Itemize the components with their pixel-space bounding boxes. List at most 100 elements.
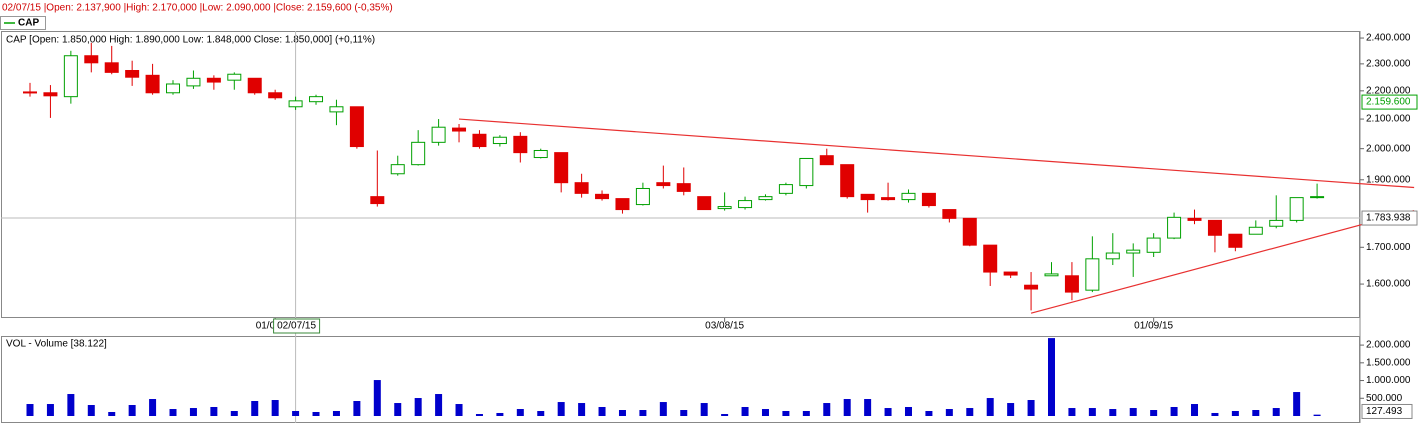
x-tick-label: 03/08/15 bbox=[705, 321, 744, 332]
candle-body bbox=[697, 196, 712, 211]
volume-bar bbox=[721, 414, 729, 416]
volume-bar bbox=[87, 405, 95, 416]
volume-bar bbox=[1150, 410, 1158, 416]
trend-line bbox=[1030, 210, 1415, 314]
candle-body bbox=[799, 157, 814, 187]
y-tick-label: 1.500.000 bbox=[1366, 357, 1411, 368]
price-panel bbox=[1, 31, 1360, 318]
price-title: CAP [Open: 1.850,000 High: 1.890,000 Low… bbox=[6, 35, 375, 46]
volume-bar bbox=[557, 402, 565, 416]
volume-bar bbox=[802, 411, 810, 416]
volume-bar bbox=[292, 411, 300, 416]
candle-body bbox=[635, 187, 650, 206]
volume-title: VOL - Volume [38.122] bbox=[6, 339, 107, 350]
candle-body bbox=[1269, 219, 1284, 227]
volume-bar bbox=[904, 406, 912, 416]
volume-bar bbox=[1191, 404, 1199, 416]
y-tick-label: 500.000 bbox=[1366, 393, 1403, 404]
candle-body bbox=[1024, 284, 1039, 290]
candle-body bbox=[186, 77, 201, 87]
volume-bar bbox=[578, 403, 586, 416]
candle-body bbox=[554, 152, 569, 184]
volume-bar bbox=[1129, 408, 1137, 416]
volume-bar bbox=[618, 410, 626, 416]
volume-bar bbox=[761, 409, 769, 416]
candle-body bbox=[247, 77, 262, 94]
y-tick-label: 2.400.000 bbox=[1366, 33, 1411, 44]
candle-body bbox=[881, 197, 896, 201]
volume-bar bbox=[414, 398, 422, 416]
volume-bar bbox=[128, 405, 136, 416]
volume-bar bbox=[659, 402, 667, 416]
candle-body bbox=[492, 136, 507, 145]
candle-body bbox=[962, 217, 977, 246]
candle-body bbox=[1003, 271, 1018, 276]
volume-bar bbox=[1170, 406, 1178, 416]
candle-body bbox=[513, 135, 528, 154]
volume-bar bbox=[1109, 409, 1117, 416]
volume-bar bbox=[925, 411, 933, 416]
volume-bar bbox=[516, 409, 524, 416]
volume-bar bbox=[67, 394, 75, 416]
candle-body bbox=[778, 184, 793, 194]
y-tick-label: 2.000.000 bbox=[1366, 340, 1411, 351]
volume-bar bbox=[1231, 411, 1239, 416]
candle-body bbox=[860, 193, 875, 201]
volume-bar bbox=[864, 399, 872, 416]
legend-label: CAP bbox=[18, 18, 39, 29]
volume-bar bbox=[884, 408, 892, 416]
volume-bar bbox=[1088, 408, 1096, 416]
volume-bar bbox=[496, 412, 504, 416]
candle-body bbox=[472, 133, 487, 148]
volume-bar bbox=[332, 411, 340, 416]
volume-bar bbox=[1027, 400, 1035, 416]
volume-bar bbox=[394, 403, 402, 416]
candle-body bbox=[738, 200, 753, 209]
volume-bar bbox=[475, 414, 483, 416]
candle-body bbox=[349, 106, 364, 148]
volume-bar bbox=[843, 399, 851, 416]
candle-body bbox=[656, 182, 671, 187]
candle-body bbox=[227, 73, 242, 81]
volume-bar bbox=[823, 403, 831, 416]
volume-bar bbox=[1272, 408, 1280, 416]
volume-bar bbox=[46, 404, 54, 416]
crosshair-price-tag bbox=[1361, 210, 1418, 226]
trend-line bbox=[458, 118, 1415, 189]
last-price-label: 2.159.600 bbox=[1366, 97, 1411, 108]
y-tick-label: 2.000.000 bbox=[1366, 143, 1411, 154]
crosshair-date-label: 02/07/15 bbox=[277, 321, 316, 332]
volume-bar bbox=[455, 404, 463, 416]
candle-body bbox=[288, 100, 303, 108]
candle-body bbox=[1187, 217, 1202, 221]
volume-bar bbox=[108, 411, 116, 416]
candle-body bbox=[901, 192, 916, 201]
crosshair-date-tag bbox=[273, 318, 321, 334]
volume-bar bbox=[149, 399, 157, 416]
candle-body bbox=[411, 141, 426, 166]
candle-body bbox=[1085, 258, 1100, 291]
volume-bar bbox=[700, 403, 708, 416]
candle-body bbox=[1310, 196, 1325, 199]
candle-body bbox=[1126, 249, 1141, 254]
candle-body bbox=[104, 62, 119, 73]
candle-body bbox=[595, 193, 610, 200]
candle-body bbox=[206, 77, 221, 83]
y-tick-label: 2.200.000 bbox=[1366, 85, 1411, 96]
candle-body bbox=[125, 69, 140, 78]
candle-body bbox=[983, 244, 998, 273]
candle-body bbox=[1207, 219, 1222, 236]
candle-body bbox=[942, 209, 957, 219]
candle-body bbox=[43, 92, 58, 97]
candle-body bbox=[1105, 252, 1120, 260]
volume-bar bbox=[537, 411, 545, 416]
volume-bar bbox=[1211, 412, 1219, 416]
volume-bar bbox=[1007, 403, 1015, 416]
crosshair-price-label: 1.783.938 bbox=[1366, 213, 1411, 224]
volume-bar bbox=[271, 400, 279, 416]
last-volume-label: 127.493 bbox=[1366, 406, 1403, 417]
candle-body bbox=[921, 192, 936, 207]
volume-bar bbox=[945, 409, 953, 416]
